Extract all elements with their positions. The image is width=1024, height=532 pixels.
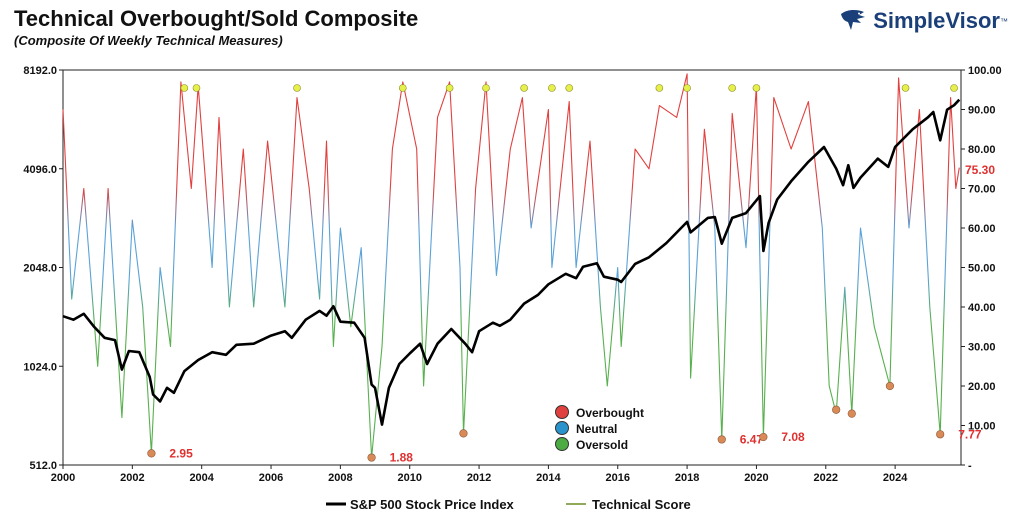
chart-title: Technical Overbought/Sold Composite — [14, 6, 419, 31]
last-value-label: 75.30 — [965, 163, 995, 177]
oversold-marker — [847, 409, 856, 418]
overbought-marker — [293, 84, 301, 92]
series-layer — [62, 73, 961, 459]
overbought-marker — [565, 84, 574, 92]
brand-logo: SimpleVisor ™ — [839, 8, 1008, 34]
technical-score-line — [62, 73, 960, 459]
zone-legend: Overbought Neutral Oversold — [555, 405, 644, 452]
brand-trademark: ™ — [1000, 16, 1008, 26]
x-tick-label: 2010 — [397, 472, 421, 484]
oversold-marker — [717, 435, 726, 444]
oversold-value-label: 2.95 — [169, 446, 193, 460]
x-tick-label: 2024 — [883, 472, 908, 484]
overbought-marker — [655, 84, 664, 92]
neutral-legend-label: Neutral — [576, 422, 617, 436]
chart-subtitle: (Composite Of Weekly Technical Measures) — [14, 33, 283, 48]
overbought-marker — [180, 84, 189, 92]
oversold-value-label: 7.08 — [781, 430, 805, 444]
x-tick-label: 2014 — [536, 472, 561, 484]
oversold-marker — [147, 449, 156, 458]
overbought-legend-dot — [555, 405, 569, 419]
y-right-tick-label: 30.00 — [968, 342, 996, 354]
oversold-marker — [885, 381, 895, 391]
overbought-marker — [728, 84, 736, 92]
sp500-legend-label: S&P 500 Stock Price Index — [350, 497, 515, 512]
oversold-marker — [367, 453, 376, 462]
x-tick-label: 2000 — [51, 472, 75, 484]
technical-score-legend-label: Technical Score — [592, 497, 691, 512]
x-tick-label: 2016 — [606, 472, 630, 484]
sp500-line — [62, 98, 961, 426]
overbought-marker — [445, 84, 454, 92]
x-tick-label: 2022 — [814, 472, 838, 484]
y-right-tick-label: 50.00 — [968, 263, 996, 275]
overbought-marker — [950, 84, 958, 92]
overbought-marker — [192, 84, 201, 92]
overbought-marker — [752, 84, 761, 92]
y-right-tick-label: 70.00 — [968, 184, 996, 196]
oversold-value-label: 1.88 — [390, 451, 414, 465]
x-tick-label: 2008 — [328, 472, 352, 484]
y-axis-right: - 10.00 20.00 30.00 40.00 50.00 60.00 70.00 80.0… — [961, 65, 1002, 472]
oversold-value-label: 7.77 — [958, 427, 982, 441]
x-tick-label: 2018 — [675, 472, 699, 484]
x-tick-label: 2006 — [259, 472, 283, 484]
y-right-tick-label: - — [968, 460, 972, 472]
overbought-marker — [683, 84, 691, 92]
y-right-tick-label: 10.00 — [968, 421, 996, 433]
overbought-marker — [901, 84, 910, 92]
x-tick-label: 2012 — [467, 472, 491, 484]
plot-area — [62, 69, 962, 466]
x-tick-label: 2020 — [744, 472, 768, 484]
overbought-marker — [520, 84, 528, 92]
x-tick-label: 2002 — [120, 472, 144, 484]
overbought-marker — [548, 84, 556, 92]
y-left-tick-label: 512.0 — [29, 460, 57, 472]
oversold-legend-dot — [555, 437, 569, 451]
oversold-marker — [832, 405, 841, 414]
overbought-marker — [398, 84, 407, 92]
x-tick-label: 2004 — [189, 472, 214, 484]
y-left-tick-label: 1024.0 — [23, 361, 57, 373]
overbought-marker — [482, 84, 490, 92]
overbought-legend-label: Overbought — [576, 406, 644, 420]
y-right-tick-label: 20.00 — [968, 381, 996, 393]
x-axis: 2000 2002 2004 2006 2008 2010 2012 2014 2016 2018… — [51, 465, 908, 484]
oversold-marker — [936, 430, 945, 439]
marker-layer: 2.95 1.88 6.47 7.08 7.77 — [147, 84, 982, 465]
y-right-tick-label: 100.00 — [968, 65, 1002, 77]
y-right-tick-label: 90.00 — [968, 105, 996, 117]
y-right-tick-label: 80.00 — [968, 144, 996, 156]
series-legend: S&P 500 Stock Price Index Technical Scor… — [326, 497, 691, 512]
oversold-marker — [459, 429, 468, 438]
neutral-legend-dot — [555, 421, 569, 435]
y-axis-left: 512.0 1024.0 2048.0 4096.0 8192.0 — [23, 65, 63, 472]
brand-name: SimpleVisor — [873, 8, 1000, 33]
y-right-tick-label: 60.00 — [968, 223, 996, 235]
y-left-tick-label: 2048.0 — [23, 263, 57, 275]
y-right-tick-label: 40.00 — [968, 302, 996, 314]
y-left-tick-label: 8192.0 — [23, 65, 57, 77]
oversold-marker — [759, 432, 768, 442]
y-left-tick-label: 4096.0 — [23, 164, 57, 176]
oversold-value-label: 6.47 — [740, 432, 764, 446]
eagle-icon — [841, 9, 866, 30]
oversold-legend-label: Oversold — [576, 438, 628, 452]
